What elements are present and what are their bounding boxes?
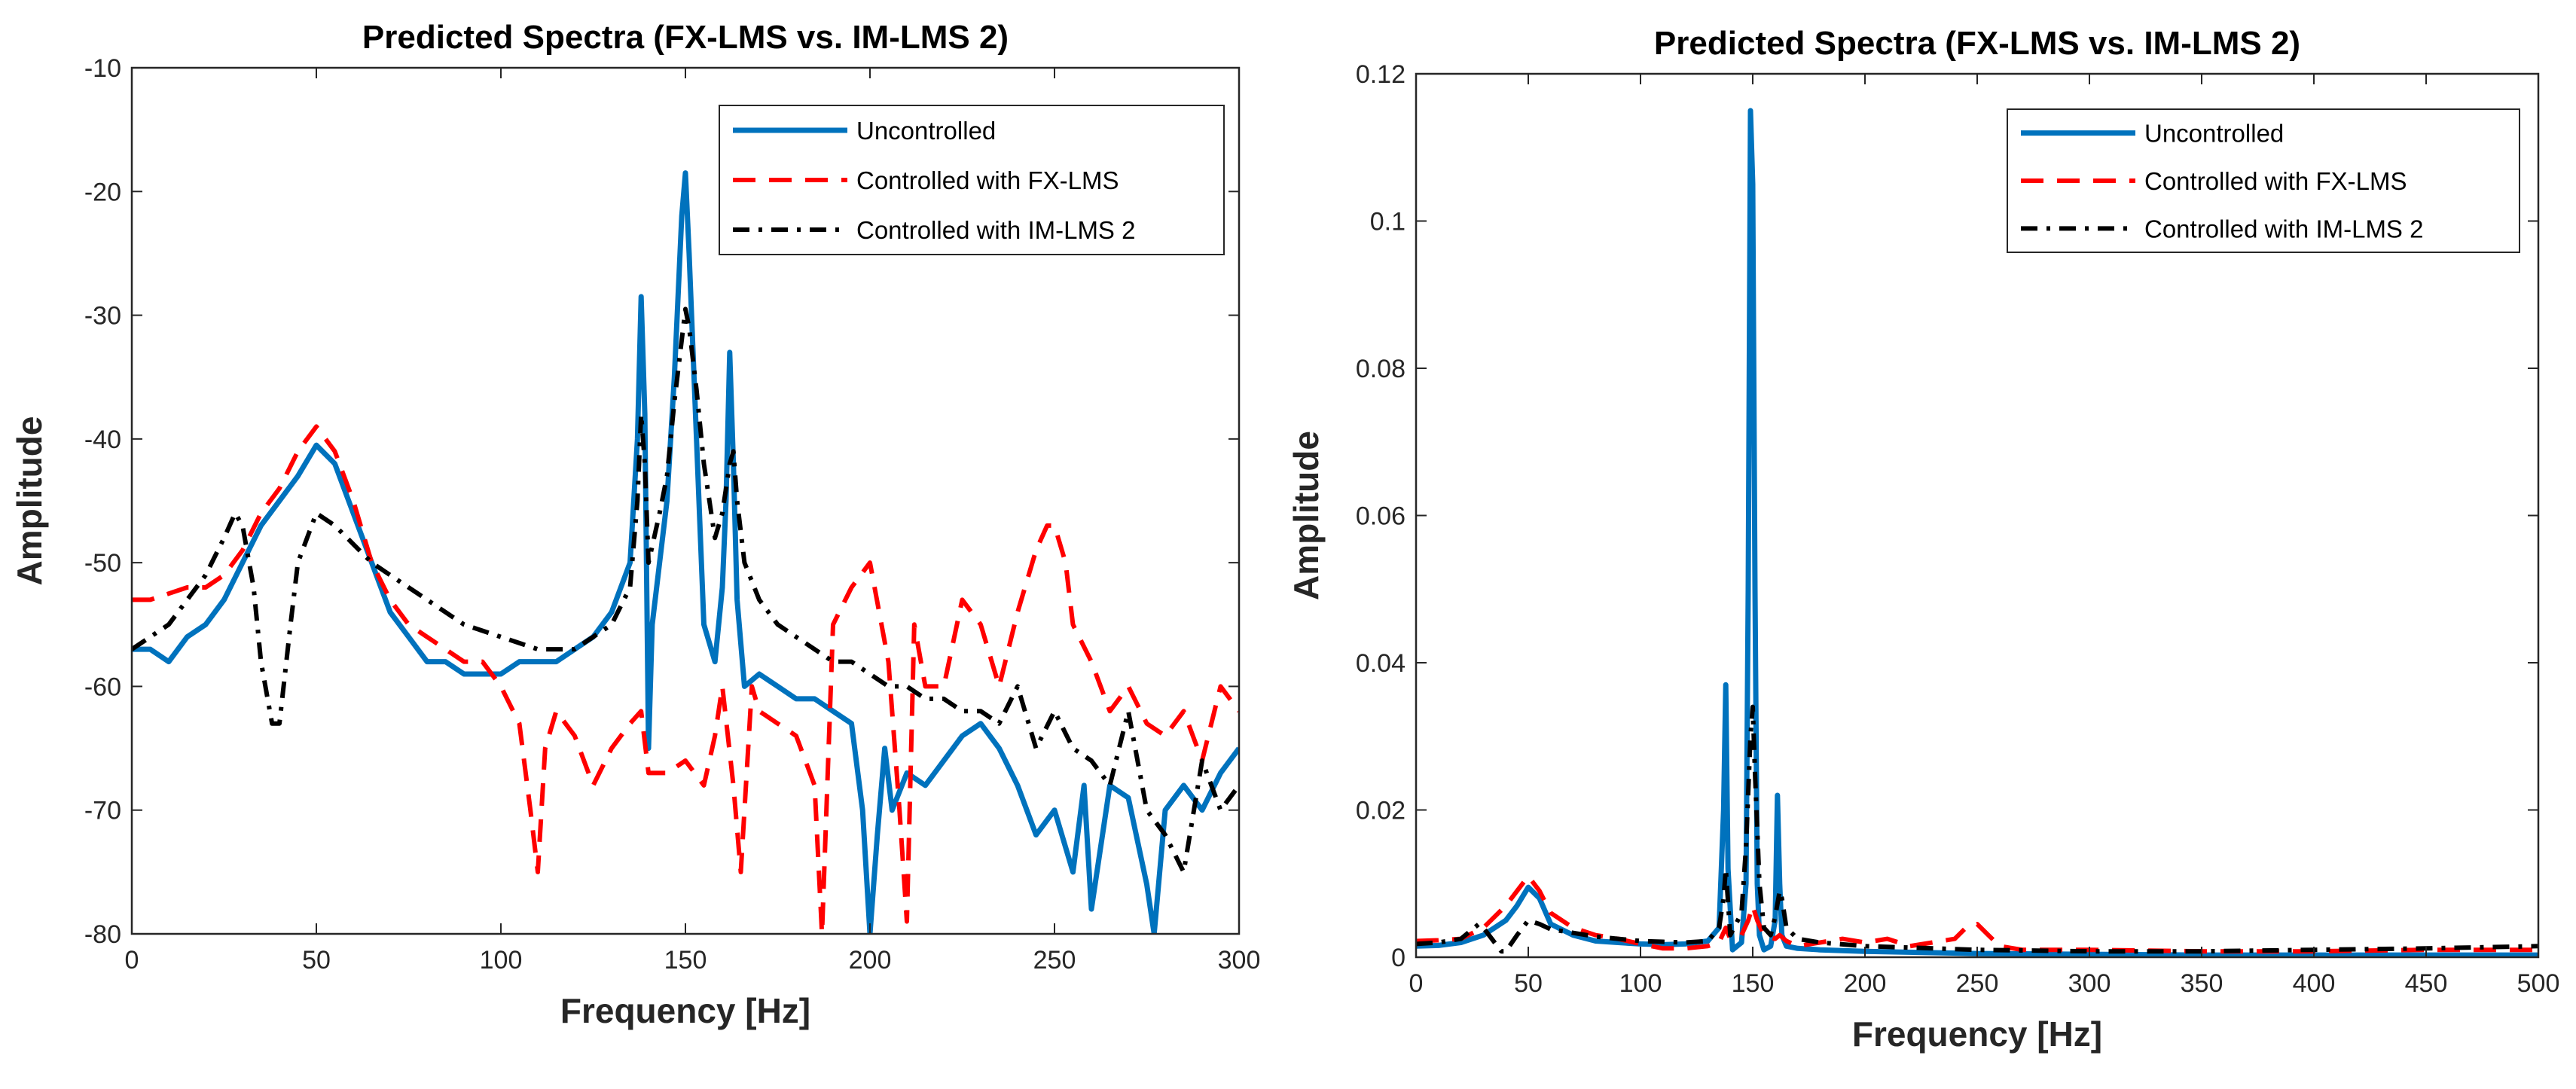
y-tick-label: 0.08 [1356, 355, 1406, 383]
chart-title: Predicted Spectra (FX-LMS vs. IM-LMS 2) [362, 19, 1009, 56]
y-tick-label: -30 [84, 302, 121, 331]
x-tick-label: 150 [664, 946, 707, 975]
x-tick-label: 200 [849, 946, 892, 975]
series-group [1416, 108, 2538, 957]
y-tick-label: 0.1 [1370, 208, 1406, 236]
x-tick-label: 250 [1956, 969, 1999, 998]
y-tick-label: 0.04 [1356, 649, 1406, 678]
legend-label: Controlled with IM-LMS 2 [2144, 215, 2423, 243]
legend-label: Controlled with IM-LMS 2 [856, 216, 1135, 244]
y-tick-label: -50 [84, 549, 121, 578]
y-tick-label: -70 [84, 797, 121, 825]
x-tick-label: 300 [1218, 946, 1261, 975]
chart-1: 0 50 100 150 200 250 300 -80 -70 -60 -50 -40 -30 -20 -… [10, 19, 1260, 1030]
legend-label: Controlled with FX-LMS [2144, 167, 2407, 195]
y-tick-label: -40 [84, 426, 121, 454]
x-tick-label: 100 [480, 946, 523, 975]
y-tick-label: -20 [84, 178, 121, 206]
y-axis-label: Amplitude [1286, 431, 1326, 600]
legend: Uncontrolled Controlled with FX-LMS Contro… [2007, 108, 2520, 253]
series-line-controlled-with-im-lms-2 [1416, 704, 2538, 954]
x-tick-label: 50 [302, 946, 331, 975]
x-tick-label: 250 [1033, 946, 1076, 975]
x-tick-label: 150 [1732, 969, 1775, 998]
y-tick-label: 0.12 [1356, 60, 1406, 89]
x-axis-label: Frequency [Hz] [1852, 1014, 2102, 1054]
x-tick-label: 350 [2181, 969, 2223, 998]
y-tick-label: 0 [1391, 944, 1406, 972]
x-tick-label: 300 [2068, 969, 2111, 998]
x-tick-label: 100 [1619, 969, 1662, 998]
x-tick-label: 500 [2517, 969, 2560, 998]
series-line-controlled-with-im-lms-2 [132, 307, 1239, 874]
x-tick-label: 400 [2293, 969, 2336, 998]
series-line-uncontrolled [132, 170, 1239, 934]
x-tick-label: 50 [1514, 969, 1543, 998]
y-tick-label: -80 [84, 920, 121, 949]
x-tick-label: 450 [2405, 969, 2448, 998]
x-tick-label: 200 [1844, 969, 1887, 998]
y-axis-label: Amplitude [10, 416, 49, 586]
y-tick-label: 0.06 [1356, 502, 1406, 531]
chart-title: Predicted Spectra (FX-LMS vs. IM-LMS 2) [1654, 25, 2300, 62]
x-axis-label: Frequency [Hz] [560, 991, 810, 1030]
x-tick-label: 0 [125, 946, 139, 975]
chart-2: 0 50 100 150 200 250 300 350 400 450 500 0 0.02 0.04 0… [1286, 25, 2559, 1054]
legend-label: Controlled with FX-LMS [856, 166, 1119, 194]
y-tick-label: -10 [84, 54, 121, 83]
x-tick-label: 0 [1409, 969, 1424, 998]
series-line-controlled-with-fx-lms [132, 424, 1239, 934]
y-tick-label: 0.02 [1356, 797, 1406, 825]
y-tick-label: -60 [84, 673, 121, 701]
series-group [132, 170, 1239, 934]
series-line-uncontrolled [1416, 108, 2538, 957]
legend-label: Uncontrolled [856, 117, 996, 145]
legend-label: Uncontrolled [2144, 120, 2284, 148]
legend: Uncontrolled Controlled with FX-LMS Contro… [719, 105, 1225, 255]
series-line-controlled-with-fx-lms [1416, 874, 2538, 954]
